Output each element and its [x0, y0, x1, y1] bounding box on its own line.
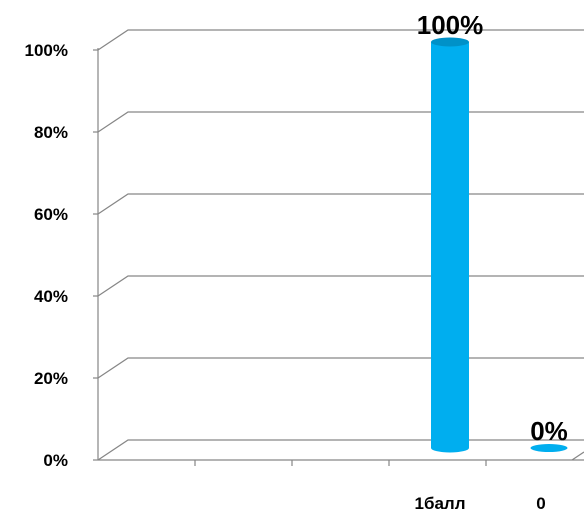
y-tick-label: 40% [34, 287, 68, 306]
bar-1 [529, 443, 569, 453]
gridline [97, 193, 584, 215]
y-tick-label: 0% [43, 451, 68, 470]
bar-top [431, 37, 469, 47]
y-axis-tick-labels: 0% 20% 40% 60% 80% 100% [25, 41, 98, 470]
data-labels: 100% 0% [417, 10, 568, 446]
bar-flat [529, 443, 569, 453]
bar-body [431, 42, 469, 448]
axes [97, 48, 584, 461]
data-label: 100% [417, 10, 484, 40]
category-label: 0 [536, 494, 545, 513]
gridline [97, 275, 584, 297]
bar-0 [431, 37, 469, 453]
floor-edge [97, 439, 584, 461]
bars [431, 37, 569, 453]
gridlines [97, 29, 584, 379]
gridline [97, 357, 584, 379]
chart-walls [97, 439, 584, 461]
y-tick-label: 100% [25, 41, 68, 60]
gridline [97, 111, 584, 133]
x-axis-category-labels: 1балл 0 [414, 494, 545, 513]
x-axis-tick-marks [194, 460, 487, 466]
bar-base [431, 443, 469, 453]
category-label: 1балл [414, 494, 465, 513]
data-label: 0% [530, 416, 568, 446]
gridline [97, 29, 584, 51]
y-tick-label: 20% [34, 369, 68, 388]
floor-corner [571, 451, 584, 461]
y-tick-label: 80% [34, 123, 68, 142]
y-tick-label: 60% [34, 205, 68, 224]
